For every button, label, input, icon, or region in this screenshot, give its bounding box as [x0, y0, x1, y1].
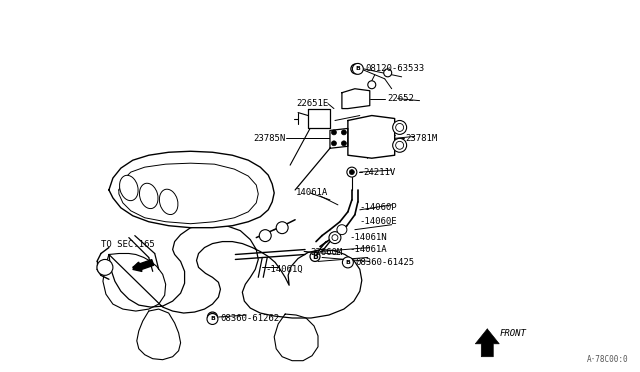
Circle shape [97, 259, 113, 275]
Ellipse shape [159, 189, 178, 215]
Polygon shape [109, 225, 362, 318]
Text: 22651E: 22651E [296, 99, 328, 108]
Circle shape [332, 235, 338, 241]
Text: B: B [353, 64, 358, 73]
Text: -14061A: -14061A [350, 245, 387, 254]
Circle shape [393, 121, 406, 134]
Circle shape [396, 141, 404, 149]
Circle shape [207, 312, 218, 322]
Text: B: B [210, 317, 215, 321]
Circle shape [396, 124, 404, 131]
Text: 23781M: 23781M [406, 134, 438, 143]
Circle shape [341, 141, 346, 146]
FancyArrow shape [133, 260, 154, 272]
Polygon shape [342, 89, 370, 109]
Text: -14060E: -14060E [360, 217, 397, 226]
Text: 14061A: 14061A [296, 189, 328, 198]
Text: 23785N: 23785N [253, 134, 285, 143]
Circle shape [349, 170, 355, 174]
Text: -14060P: -14060P [360, 203, 397, 212]
Circle shape [347, 167, 357, 177]
Text: B: B [355, 66, 360, 71]
Text: 24211V: 24211V [364, 168, 396, 177]
Circle shape [332, 130, 337, 135]
Polygon shape [308, 109, 330, 128]
Text: 08120-63533: 08120-63533 [366, 64, 425, 73]
Circle shape [332, 141, 337, 146]
Text: -14061Q: -14061Q [265, 265, 303, 274]
Circle shape [351, 64, 361, 74]
Polygon shape [137, 309, 180, 360]
Text: 08360-61262: 08360-61262 [220, 314, 280, 324]
Circle shape [310, 251, 320, 262]
Polygon shape [103, 253, 166, 311]
Ellipse shape [120, 175, 138, 201]
Text: 22652: 22652 [388, 94, 415, 103]
Circle shape [342, 257, 353, 268]
Text: B: B [312, 252, 318, 261]
Text: -14061N: -14061N [350, 233, 387, 242]
Circle shape [329, 232, 341, 244]
Circle shape [259, 230, 271, 241]
Text: B: B [346, 260, 350, 265]
Polygon shape [476, 329, 499, 357]
Circle shape [393, 138, 406, 152]
Polygon shape [109, 151, 274, 228]
Circle shape [337, 225, 347, 235]
Ellipse shape [140, 183, 158, 209]
Circle shape [384, 69, 392, 77]
Text: B: B [209, 312, 215, 321]
Text: FRONT: FRONT [499, 329, 526, 339]
Polygon shape [330, 128, 348, 148]
Circle shape [353, 63, 364, 74]
Text: A·78C00:0: A·78C00:0 [587, 355, 628, 364]
Circle shape [276, 222, 288, 234]
Polygon shape [348, 116, 395, 158]
Text: 22660M: 22660M [310, 248, 342, 257]
Circle shape [341, 130, 346, 135]
Polygon shape [274, 314, 318, 361]
Circle shape [207, 314, 218, 324]
Text: TO SEC.165: TO SEC.165 [101, 240, 155, 249]
Text: 08360-61425: 08360-61425 [356, 258, 415, 267]
Circle shape [368, 81, 376, 89]
